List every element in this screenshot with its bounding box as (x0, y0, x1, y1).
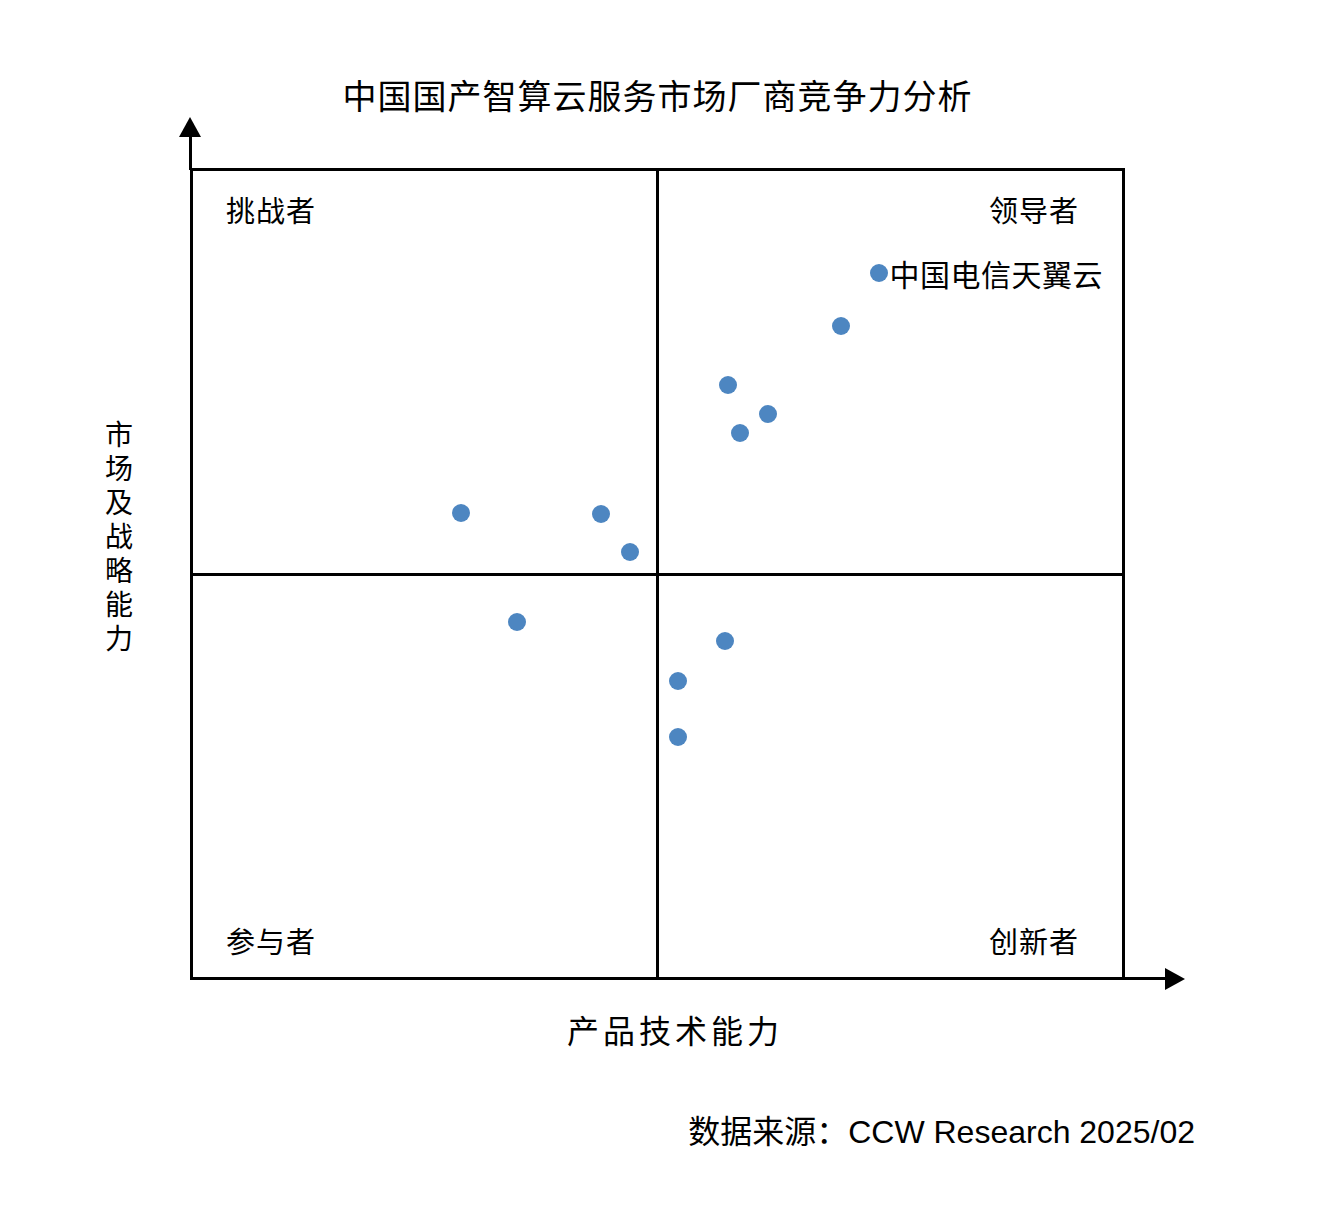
data-point (452, 504, 470, 522)
x-axis-arrowhead-icon (1165, 968, 1185, 990)
y-axis-line (189, 132, 192, 170)
data-point (508, 613, 526, 631)
data-point-label: 中国电信天翼云 (890, 251, 1104, 295)
quadrant-chart: 中国国产智算云服务市场厂商竞争力分析 市场及战略能力 挑战者 领导者 参与者 创… (0, 0, 1323, 1228)
plot-area: 挑战者 领导者 参与者 创新者 中国电信天翼云 (190, 168, 1125, 980)
quadrant-label-leaders: 领导者 (989, 188, 1079, 230)
data-point (716, 632, 734, 650)
data-point (759, 405, 777, 423)
data-point (719, 376, 737, 394)
data-point (669, 672, 687, 690)
data-point (731, 424, 749, 442)
quadrant-label-innovators: 创新者 (989, 919, 1079, 961)
x-axis-line (1123, 977, 1166, 980)
y-axis-arrowhead-icon (179, 117, 201, 137)
data-point (621, 543, 639, 561)
data-point (832, 317, 850, 335)
y-axis-label: 市场及战略能力 (96, 420, 136, 658)
quadrant-label-participants: 参与者 (226, 919, 316, 961)
data-point (669, 728, 687, 746)
chart-title: 中国国产智算云服务市场厂商竞争力分析 (190, 70, 1125, 119)
data-point: 中国电信天翼云 (870, 264, 888, 282)
horizontal-midline (193, 573, 1122, 576)
x-axis-label: 产品技术能力 (190, 1006, 1160, 1052)
quadrant-label-challengers: 挑战者 (226, 188, 316, 230)
data-point (592, 505, 610, 523)
source-note: 数据来源：CCW Research 2025/02 (688, 1106, 1195, 1152)
